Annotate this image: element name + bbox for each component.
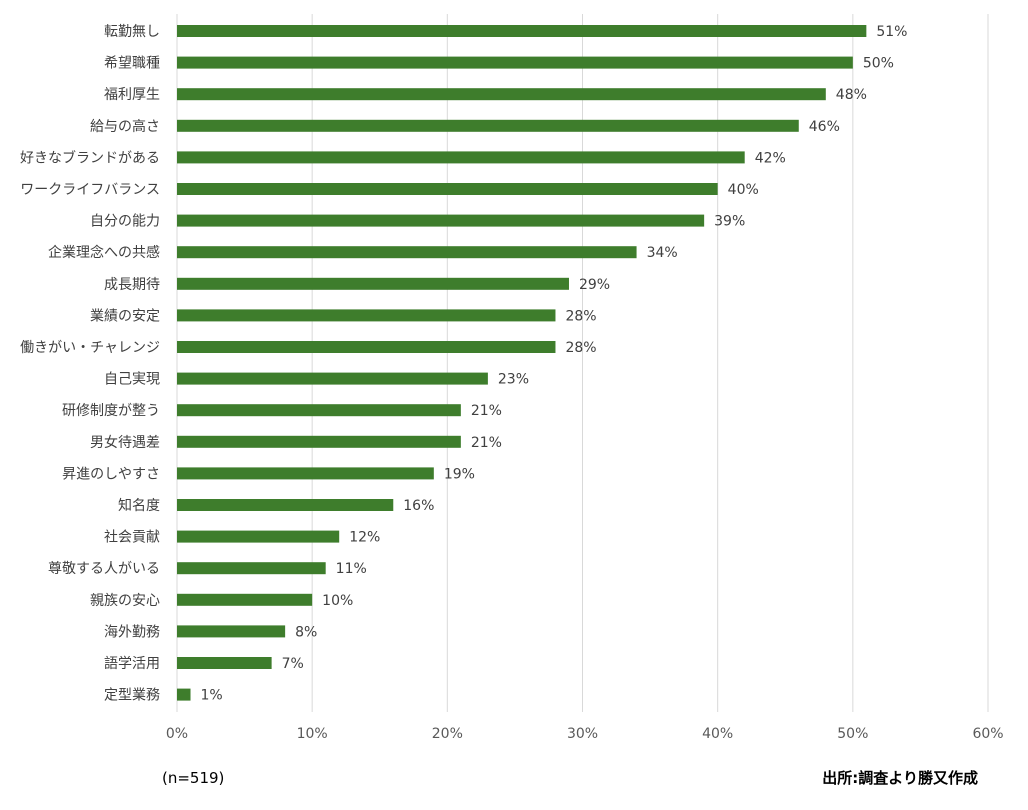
value-label: 28% xyxy=(565,340,596,356)
bar xyxy=(177,435,461,448)
x-tick-label: 40% xyxy=(702,726,733,742)
category-label: 親族の安心 xyxy=(90,593,160,609)
value-label: 7% xyxy=(282,656,304,672)
bar xyxy=(177,119,799,132)
value-label: 46% xyxy=(809,119,840,135)
value-label: 16% xyxy=(403,498,434,514)
value-label: 50% xyxy=(863,56,894,72)
x-tick-label: 50% xyxy=(837,726,868,742)
category-label: 語学活用 xyxy=(104,656,160,672)
value-label: 10% xyxy=(322,593,353,609)
bar xyxy=(177,530,340,543)
value-label: 23% xyxy=(498,372,529,388)
category-label: 社会貢献 xyxy=(104,530,160,546)
value-label: 12% xyxy=(349,530,380,546)
bar xyxy=(177,625,286,638)
category-label: 知名度 xyxy=(118,497,160,514)
value-label: 11% xyxy=(336,561,367,577)
value-label: 34% xyxy=(647,245,678,261)
source-note: 出所:調査より勝又作成 xyxy=(822,769,978,787)
category-label: 給与の高さ xyxy=(90,118,160,135)
value-label: 42% xyxy=(755,150,786,166)
bar xyxy=(177,499,394,511)
x-tick-label: 0% xyxy=(166,726,188,742)
bar xyxy=(177,309,556,322)
bar xyxy=(177,688,191,701)
bar xyxy=(177,657,272,669)
x-tick-label: 60% xyxy=(972,726,1003,742)
category-label: 働きがい・チャレンジ xyxy=(20,340,160,356)
bar xyxy=(177,88,826,101)
bars xyxy=(177,25,867,701)
value-label: 1% xyxy=(201,688,223,704)
bar xyxy=(177,467,434,480)
bar xyxy=(177,277,569,290)
value-label: 28% xyxy=(565,308,596,324)
category-label: ワークライフバランス xyxy=(20,182,160,198)
x-tick-label: 10% xyxy=(297,726,328,742)
value-label: 48% xyxy=(836,87,867,103)
category-label: 尊敬する人がいる xyxy=(48,560,160,577)
value-labels: 51% 50% 48% 46% 42% 40% 39% 34% 29% 28% 28% 23% 21% 2… xyxy=(201,24,908,704)
bar xyxy=(177,341,556,353)
bar xyxy=(177,372,488,385)
bar xyxy=(177,214,705,227)
value-label: 8% xyxy=(295,624,317,640)
value-label: 39% xyxy=(714,214,745,230)
category-labels: 転勤無し希望職種福利厚生給与の高さ好きなブランドがあるワークライフバランス自分の… xyxy=(20,24,160,704)
bar xyxy=(177,25,867,37)
category-label: 定型業務 xyxy=(104,688,160,704)
category-label: 業績の安定 xyxy=(90,308,160,324)
sample-size-note: (n=519) xyxy=(162,769,224,787)
category-label: 転勤無し xyxy=(104,24,160,40)
grid-lines xyxy=(176,14,989,712)
bar xyxy=(177,183,718,195)
category-label: 好きなブランドがある xyxy=(20,149,160,166)
category-label: 企業理念への共感 xyxy=(48,244,160,261)
bar xyxy=(177,593,313,606)
category-label: 自分の能力 xyxy=(90,214,160,230)
value-label: 19% xyxy=(444,466,475,482)
bar xyxy=(177,56,853,69)
value-label: 51% xyxy=(876,24,907,40)
value-label: 21% xyxy=(471,403,502,419)
category-label: 成長期待 xyxy=(104,277,160,293)
category-label: 研修制度が整う xyxy=(62,403,160,419)
x-axis-tick-labels: 0% 10% 20% 30% 40% 50% 60% xyxy=(166,726,1004,742)
value-label: 29% xyxy=(579,277,610,293)
x-tick-label: 30% xyxy=(567,726,598,742)
value-label: 40% xyxy=(728,182,759,198)
category-label: 自己実現 xyxy=(104,372,160,388)
x-tick-label: 20% xyxy=(432,726,463,742)
bar xyxy=(177,404,461,417)
category-label: 男女待遇差 xyxy=(90,434,160,451)
bar xyxy=(177,246,637,259)
bar xyxy=(177,562,326,575)
category-label: 福利厚生 xyxy=(104,87,160,103)
category-label: 昇進のしやすさ xyxy=(62,466,160,482)
category-label: 希望職種 xyxy=(104,56,160,72)
category-label: 海外勤務 xyxy=(104,624,160,640)
value-label: 21% xyxy=(471,435,502,451)
bar xyxy=(177,151,745,164)
